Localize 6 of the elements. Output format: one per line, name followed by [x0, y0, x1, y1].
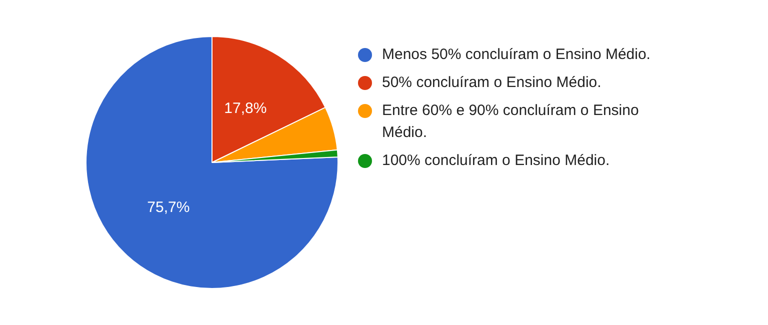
legend-label: 50% concluíram o Ensino Médio. — [382, 73, 602, 93]
legend-label: Entre 60% e 90% concluíram o Ensino Médio. — [382, 101, 640, 143]
legend-label: Menos 50% concluíram o Ensino Médio. — [382, 45, 650, 65]
legend-label: 100% concluíram o Ensino Médio. — [382, 151, 610, 171]
data-label: 75,7% — [147, 199, 190, 216]
data-label: 17,8% — [224, 100, 267, 118]
